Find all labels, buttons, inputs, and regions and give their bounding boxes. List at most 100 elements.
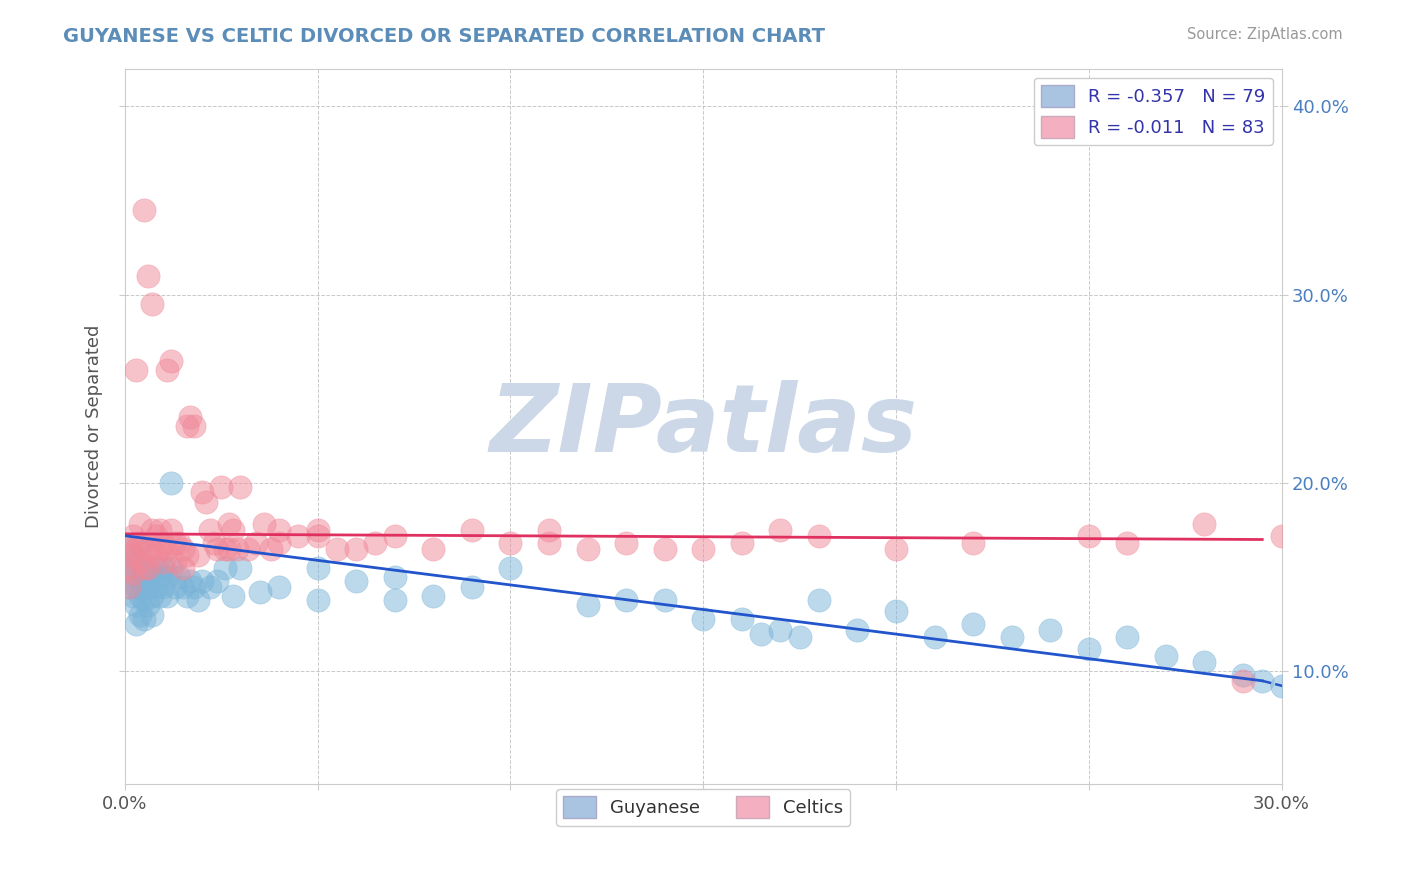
Point (731, 536, 754, 550)
Point (163, 555, 186, 569)
Point (176, 589, 198, 603)
Point (218, 541, 240, 556)
Point (307, 592, 329, 607)
Point (141, 570, 163, 584)
Point (1194, 655, 1216, 669)
Point (136, 268, 159, 283)
Point (121, 529, 143, 543)
Point (156, 363, 179, 377)
Point (576, 599, 599, 613)
Point (249, 585, 271, 599)
Point (145, 580, 167, 594)
Point (129, 589, 152, 603)
Point (118, 580, 141, 594)
Point (156, 541, 179, 556)
Point (172, 541, 194, 556)
Point (749, 626, 772, 640)
Point (179, 410, 201, 425)
Point (499, 536, 522, 550)
Point (163, 580, 186, 594)
Point (121, 548, 143, 562)
Point (654, 541, 676, 556)
Point (136, 561, 159, 575)
Point (884, 541, 907, 556)
Point (121, 570, 143, 584)
Point (1232, 668, 1254, 682)
Point (125, 561, 148, 575)
Point (163, 536, 186, 550)
Point (198, 580, 221, 594)
Point (129, 536, 152, 550)
Point (118, 561, 141, 575)
Point (614, 536, 637, 550)
Point (692, 612, 714, 626)
Point (132, 592, 155, 607)
Point (141, 297, 163, 311)
Point (576, 541, 599, 556)
Point (461, 580, 484, 594)
Point (207, 541, 229, 556)
Point (118, 580, 141, 594)
Point (537, 536, 560, 550)
Point (148, 570, 170, 584)
Point (141, 607, 163, 622)
Point (307, 561, 329, 575)
Point (1194, 517, 1216, 532)
Point (125, 599, 148, 613)
Point (160, 523, 183, 537)
Point (129, 555, 152, 569)
Point (789, 631, 811, 645)
Point (141, 523, 163, 537)
Point (225, 541, 247, 556)
Point (183, 580, 205, 594)
Point (152, 536, 174, 550)
Point (129, 607, 152, 622)
Point (222, 589, 245, 603)
Point (326, 541, 349, 556)
Point (148, 589, 170, 603)
Point (172, 561, 194, 575)
Point (207, 574, 229, 588)
Point (132, 612, 155, 626)
Point (148, 541, 170, 556)
Point (152, 561, 174, 575)
Point (141, 589, 163, 603)
Point (1270, 680, 1292, 694)
Point (769, 623, 792, 637)
Point (125, 541, 148, 556)
Point (1039, 623, 1062, 637)
Point (214, 541, 236, 556)
Point (1077, 529, 1099, 543)
Point (118, 561, 141, 575)
Point (191, 574, 214, 588)
Point (1251, 673, 1274, 688)
Point (129, 570, 152, 584)
Point (160, 561, 183, 575)
Point (1116, 631, 1139, 645)
Point (962, 617, 984, 632)
Text: GUYANESE VS CELTIC DIVORCED OR SEPARATED CORRELATION CHART: GUYANESE VS CELTIC DIVORCED OR SEPARATED… (63, 27, 825, 45)
Point (846, 623, 869, 637)
Point (384, 570, 406, 584)
Point (156, 570, 179, 584)
Point (884, 604, 907, 618)
Point (422, 541, 444, 556)
Point (172, 580, 194, 594)
Point (384, 592, 406, 607)
Point (537, 523, 560, 537)
Point (145, 548, 167, 562)
Point (132, 574, 155, 588)
Point (461, 523, 484, 537)
Point (118, 541, 141, 556)
Point (1116, 536, 1139, 550)
Point (229, 561, 252, 575)
Point (152, 580, 174, 594)
Point (136, 541, 159, 556)
Point (218, 517, 240, 532)
Point (1270, 529, 1292, 543)
Point (136, 580, 159, 594)
Point (129, 541, 152, 556)
Point (121, 551, 143, 566)
Legend: Guyanese, Celtics: Guyanese, Celtics (555, 789, 851, 825)
Point (253, 517, 276, 532)
